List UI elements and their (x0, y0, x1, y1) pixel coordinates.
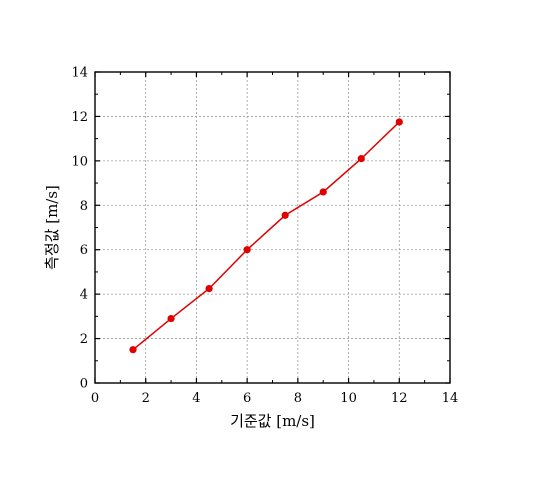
series-line (132, 121, 400, 351)
data-point (129, 346, 137, 354)
data-point (319, 188, 327, 196)
y-tick-label: 6 (80, 243, 88, 258)
x-axis-title: 기준값 [m/s] (230, 412, 315, 430)
series-layer (129, 118, 403, 354)
data-point (357, 155, 365, 163)
data-point (281, 211, 289, 219)
data-point (395, 118, 403, 126)
data-point (167, 314, 175, 323)
y-axis-title: 측정값 [m/s] (43, 185, 61, 270)
data-point (205, 284, 213, 293)
grid (95, 72, 450, 383)
data-point (243, 246, 251, 254)
x-tick-label: 6 (243, 391, 251, 406)
x-tick-label: 8 (294, 391, 302, 406)
x-tick-label: 2 (142, 391, 150, 406)
y-tick-label: 10 (71, 154, 88, 169)
x-tick-label: 12 (391, 391, 408, 406)
y-tick-label: 2 (80, 332, 88, 347)
x-tick-label: 4 (192, 391, 200, 406)
x-tick-label: 10 (340, 391, 357, 406)
ticks: 0 2 4 6 8 10 12 14 0 2 4 6 8 10 12 14 (71, 66, 458, 407)
x-tick-label: 14 (442, 391, 459, 406)
y-tick-label: 14 (71, 66, 88, 81)
y-tick-label: 0 (80, 377, 88, 392)
x-tick-label: 0 (91, 391, 99, 406)
y-tick-label: 8 (80, 199, 88, 214)
y-tick-label: 4 (80, 288, 88, 303)
y-tick-label: 12 (71, 110, 88, 125)
